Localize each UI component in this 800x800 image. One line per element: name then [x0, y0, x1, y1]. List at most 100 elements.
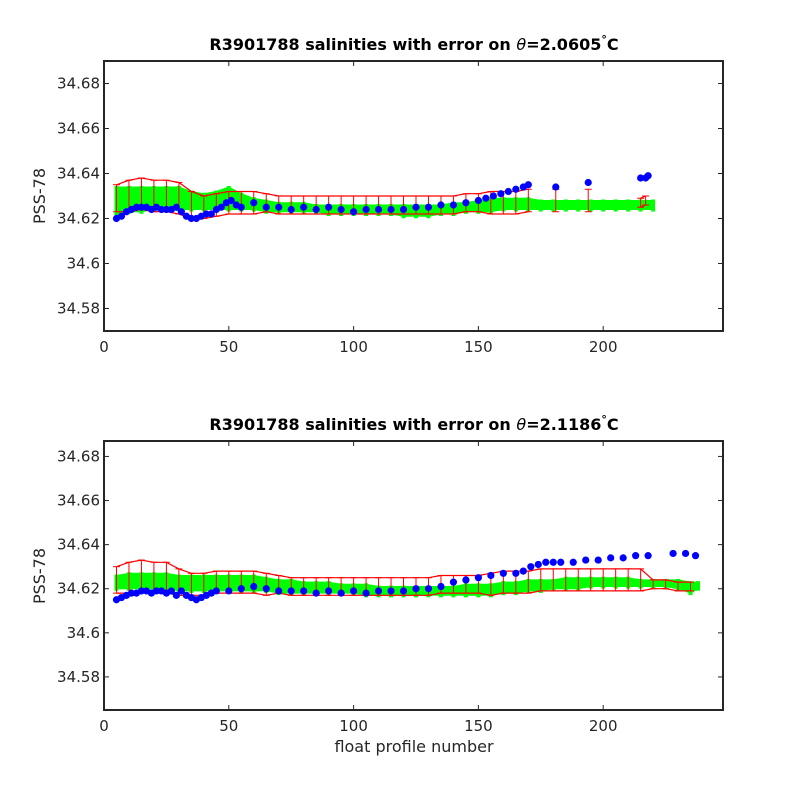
salinity-point [187, 214, 195, 223]
salinity-point [300, 587, 308, 595]
salinity-point [374, 205, 383, 214]
y-tick-label: 34.66 [57, 120, 100, 138]
salinity-point [127, 589, 136, 597]
salinity-point [449, 201, 458, 209]
salinity-point [337, 589, 345, 597]
salinity-point [157, 205, 166, 214]
salinity-point [552, 183, 560, 191]
x-axis-label: float profile number [334, 737, 494, 756]
salinity-point [225, 587, 233, 595]
salinity-point [607, 554, 615, 562]
salinity-point [362, 205, 370, 214]
title-degree: ° [601, 413, 607, 426]
salinity-point [374, 587, 383, 595]
chart-title: R3901788 salinities with error on θ=2.06… [209, 33, 618, 54]
y-tick-label: 34.62 [57, 580, 100, 598]
salinity-point [399, 205, 408, 214]
salinity-point [512, 185, 520, 193]
salinity-point [527, 563, 535, 571]
x-tick-label: 0 [99, 717, 109, 735]
salinity-point [669, 549, 677, 558]
title-unit: C [607, 415, 619, 434]
x-tick-label: 200 [589, 717, 618, 735]
y-tick-label: 34.66 [57, 492, 100, 510]
y-tick-label: 34.68 [57, 447, 100, 465]
salinity-point [619, 554, 627, 562]
salinity-point [644, 552, 652, 560]
salinity-point [250, 582, 258, 591]
salinity-point [312, 205, 320, 214]
salinity-point [207, 210, 215, 218]
salinity-point [437, 201, 445, 209]
x-tick-label: 50 [219, 338, 238, 356]
y-axis-label: PSS-78 [30, 548, 49, 604]
title-degree: ° [601, 33, 607, 46]
salinity-point [534, 560, 542, 569]
error-envelope-top [116, 559, 691, 583]
salinity-point [512, 569, 520, 577]
title-value: =2.0605 [526, 35, 601, 54]
salinity-point [582, 556, 590, 564]
salinity-point [172, 203, 180, 211]
title-value: =2.1186 [526, 415, 601, 434]
salinity-point [632, 552, 640, 560]
chart-bottom: R3901788 salinities with error on θ=2.11… [30, 413, 724, 756]
x-tick-label: 150 [464, 338, 493, 356]
salinity-point [487, 571, 495, 580]
salinity-point [275, 587, 283, 595]
salinity-point [594, 556, 602, 564]
x-tick-label: 50 [219, 717, 238, 735]
salinity-point [152, 587, 161, 595]
salinity-point [569, 558, 577, 566]
salinity-point [177, 587, 185, 595]
salinity-point [637, 174, 645, 182]
x-tick-label: 100 [339, 338, 368, 356]
title-theta: θ [516, 415, 526, 434]
salinity-point [250, 199, 258, 207]
salinity-point [262, 585, 270, 593]
salinity-point [584, 178, 592, 187]
salinity-point [412, 203, 420, 211]
salinity-point [162, 205, 170, 214]
salinity-point [212, 587, 220, 595]
salinity-point [117, 212, 126, 220]
x-tick-label: 100 [339, 717, 368, 735]
salinity-point [172, 591, 180, 599]
y-axis-label: PSS-78 [30, 168, 49, 224]
salinity-point [325, 203, 333, 211]
chart-title: R3901788 salinities with error on θ=2.11… [209, 413, 618, 434]
salinity-point [462, 576, 470, 584]
salinity-point [462, 199, 470, 207]
salinity-point [424, 585, 433, 593]
y-tick-label: 34.58 [57, 300, 100, 318]
salinity-point [217, 203, 225, 211]
salinity-point [542, 558, 550, 566]
x-tick-label: 0 [99, 338, 109, 356]
y-tick-label: 34.64 [57, 536, 100, 554]
salinity-point [474, 196, 482, 205]
salinity-point [489, 192, 497, 200]
title-prefix: R3901788 salinities with error on [209, 35, 516, 54]
error-envelope-top [116, 177, 646, 199]
salinity-point [312, 589, 320, 597]
salinity-point [362, 589, 370, 597]
salinity-point [262, 203, 270, 211]
salinity-point [202, 210, 210, 218]
salinity-point [275, 203, 283, 211]
salinity-point [227, 196, 235, 205]
salinity-point [524, 181, 532, 189]
salinity-point [325, 587, 333, 595]
axes-frame [103, 60, 724, 332]
salinity-point [424, 203, 433, 211]
plot-area: 0 50 100 150 200 34.58 34.6 34.62 34.64 34.66 34.6… [57, 440, 724, 735]
salinity-point [399, 587, 408, 595]
chart-top: R3901788 salinities with error on θ=2.06… [30, 33, 724, 356]
x-tick-label: 200 [589, 338, 618, 356]
axes-frame [103, 440, 724, 711]
salinity-point [137, 587, 146, 595]
salinity-point [504, 187, 512, 196]
salinity-point [644, 172, 652, 180]
salinity-point [474, 574, 482, 582]
salinity-point [137, 203, 146, 211]
